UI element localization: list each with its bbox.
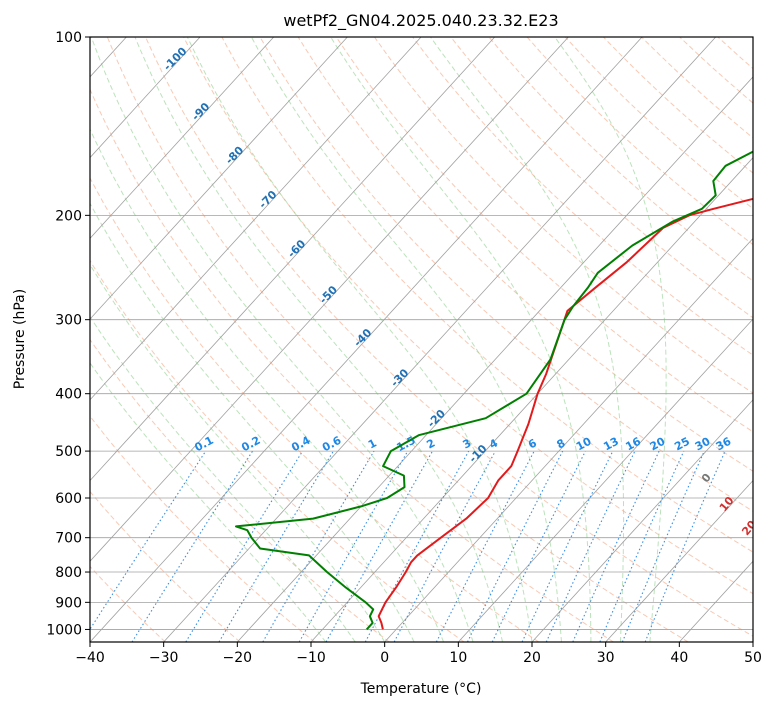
- mixing-ratio-label: 30: [693, 435, 713, 454]
- y-tick-label: 700: [55, 531, 82, 547]
- chart-title: wetPf2_GN04.2025.040.23.32.E23: [283, 11, 558, 31]
- x-tick-label: −10: [296, 650, 326, 666]
- x-tick-label: 30: [597, 650, 615, 666]
- dry-adiabat: [90, 415, 316, 642]
- y-tick-label: 300: [55, 313, 82, 329]
- y-tick-label: 200: [55, 208, 82, 224]
- dry-adiabat: [488, 37, 753, 282]
- isotherm: [90, 37, 422, 401]
- dry-adiabat: [90, 88, 614, 642]
- x-axis: −40 −30 −20 −10 0 10 20 30 40 50: [75, 642, 762, 666]
- x-tick-label: −40: [75, 650, 105, 666]
- y-tick-label: 500: [55, 444, 82, 460]
- dry-adiabat: [183, 37, 753, 595]
- dry-adiabat: [564, 37, 753, 210]
- dry-adiabat: [411, 37, 753, 356]
- dry-adiabat: [144, 37, 753, 637]
- moist-adiabat: [90, 128, 445, 642]
- mixing-ratio-label: 10: [574, 435, 594, 454]
- isotherm: [90, 37, 643, 642]
- y-tick-label: 1000: [46, 622, 82, 638]
- mixing-ratio-label: 13: [601, 435, 621, 454]
- x-tick-label: 10: [449, 650, 467, 666]
- profile-lines: [235, 150, 753, 631]
- isotherm: [531, 399, 753, 642]
- y-tick-label: 100: [55, 30, 82, 46]
- dry-adiabat: [259, 37, 753, 512]
- dry-adiabat: [335, 37, 753, 433]
- mixing-ratio-line: [621, 450, 705, 642]
- mixing-ratio-label: 36: [714, 435, 734, 454]
- isotherm: [90, 37, 348, 320]
- mixing-ratio-line: [467, 450, 564, 642]
- y-axis: 1000 900 800 700 600 500 400 300 200 100: [46, 30, 90, 638]
- background-lines: [90, 37, 753, 642]
- moist-adiabat: [186, 37, 533, 642]
- y-tick-label: 600: [55, 491, 82, 507]
- dry-adiabat: [373, 37, 753, 394]
- isotherm: [458, 318, 753, 642]
- y-tick-label: 900: [55, 595, 82, 611]
- dry-adiabat: [221, 37, 753, 553]
- isotherm: [163, 37, 717, 642]
- mixing-ratio-line: [185, 450, 304, 642]
- mixing-ratio-label: 16: [623, 435, 643, 454]
- isotherm: [237, 76, 753, 642]
- moist-adiabat: [90, 37, 474, 642]
- moist-adiabat: [90, 202, 415, 642]
- moist-adiabat: [330, 37, 592, 642]
- mixing-ratio-line: [364, 450, 470, 642]
- dry-adiabat: [640, 37, 753, 139]
- y-tick-label: 400: [55, 387, 82, 403]
- plot-frame: [89, 36, 754, 643]
- x-tick-label: 50: [744, 650, 762, 666]
- mixing-ratio-line: [90, 450, 207, 631]
- dry-adiabat: [106, 37, 689, 642]
- x-axis-label: Temperature (°C): [360, 681, 482, 697]
- mixing-ratio-line: [572, 450, 660, 642]
- moist-adiabat: [250, 37, 562, 642]
- dewpoint-profile-line: [235, 150, 753, 631]
- moist-adiabat: [90, 263, 386, 642]
- x-tick-label: 20: [523, 650, 541, 666]
- x-tick-label: 40: [670, 650, 688, 666]
- x-tick-label: −30: [149, 650, 179, 666]
- moist-adiabat: [554, 37, 667, 642]
- mixing-ratio-line: [131, 450, 254, 642]
- isotherm: [605, 479, 753, 642]
- isotherm: [90, 37, 201, 159]
- isotherm: [90, 37, 275, 239]
- mixing-ratio-label: 25: [672, 435, 692, 454]
- moist-adiabat: [90, 315, 356, 642]
- temperature-profile-line: [377, 197, 753, 630]
- mixing-ratio-line: [644, 450, 726, 642]
- moist-adiabat: [430, 37, 625, 642]
- x-tick-label: 0: [380, 650, 389, 666]
- isotherm: [384, 237, 753, 642]
- isotherm: [90, 37, 569, 562]
- isotherm: [90, 37, 496, 482]
- isotherm: [310, 157, 753, 642]
- dry-adiabat: [90, 490, 241, 642]
- mixing-ratio-line: [393, 450, 496, 642]
- x-tick-label: −20: [223, 650, 253, 666]
- dry-adiabat: [90, 176, 540, 642]
- y-axis-label: Pressure (hPa): [12, 289, 28, 389]
- mixing-ratio-line: [599, 450, 685, 642]
- mixing-ratio-label: 20: [648, 435, 668, 454]
- mixing-ratio-line: [325, 450, 433, 642]
- moist-adiabat: [134, 37, 503, 642]
- y-tick-label: 800: [55, 565, 82, 581]
